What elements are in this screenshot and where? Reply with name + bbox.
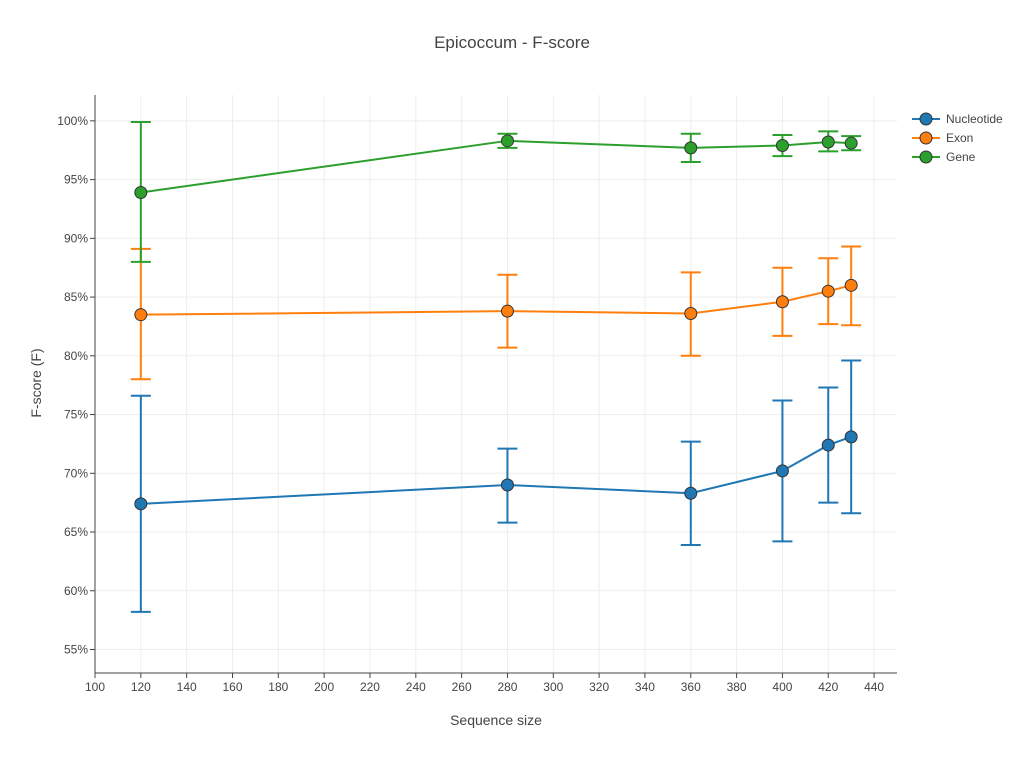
legend-item-nucleotide[interactable]: Nucleotide [912, 112, 1003, 126]
data-point [134, 308, 148, 322]
data-point [500, 134, 514, 148]
x-tick-label: 300 [543, 680, 563, 694]
legend-label: Exon [946, 131, 973, 145]
data-point [775, 139, 789, 153]
x-tick-label: 280 [497, 680, 517, 694]
y-axis-title: F-score (F) [28, 348, 44, 417]
data-point [134, 497, 148, 511]
y-tick-label: 90% [64, 231, 88, 245]
y-tick-label: 80% [64, 349, 88, 363]
x-tick-label: 380 [727, 680, 747, 694]
legend-marker [919, 112, 933, 126]
legend-label: Gene [946, 150, 976, 164]
data-point [775, 295, 789, 309]
x-tick-label: 420 [818, 680, 838, 694]
x-tick-label: 160 [222, 680, 242, 694]
data-point [684, 307, 698, 321]
x-tick-label: 360 [681, 680, 701, 694]
data-point [844, 278, 858, 292]
data-point [844, 430, 858, 444]
legend-item-gene[interactable]: Gene [912, 150, 976, 164]
grid-lines [94, 95, 897, 673]
series-exon [130, 245, 862, 381]
data-point [684, 486, 698, 500]
series-group [130, 121, 862, 613]
data-point [821, 135, 835, 149]
data-point [775, 464, 789, 478]
data-point [684, 141, 698, 155]
chart-title: Epicoccum - F-score [434, 33, 590, 52]
x-tick-label: 340 [635, 680, 655, 694]
legend-label: Nucleotide [946, 112, 1003, 126]
x-tick-label: 320 [589, 680, 609, 694]
data-point [500, 304, 514, 318]
data-point [821, 284, 835, 298]
axes: 100 120 140 160 180 200 220 240 260 280 300 320 340 3… [57, 95, 897, 694]
y-tick-label: 85% [64, 290, 88, 304]
x-axis-title: Sequence size [450, 712, 542, 728]
x-tick-label: 220 [360, 680, 380, 694]
x-tick-label: 140 [177, 680, 197, 694]
x-tick-label: 100 [85, 680, 105, 694]
y-tick-label: 60% [64, 584, 88, 598]
x-tick-label: 240 [406, 680, 426, 694]
series-gene [130, 121, 862, 263]
legend[interactable]: Nucleotide Exon Gene [912, 112, 1003, 164]
x-tick-label: 180 [268, 680, 288, 694]
data-point [500, 478, 514, 492]
y-tick-label: 100% [57, 114, 88, 128]
y-tick-label: 95% [64, 173, 88, 187]
legend-item-exon[interactable]: Exon [912, 131, 973, 145]
x-tick-label: 260 [452, 680, 472, 694]
y-tick-label: 70% [64, 466, 88, 480]
x-tick-label: 400 [772, 680, 792, 694]
legend-marker [919, 131, 933, 145]
y-tick-label: 75% [64, 408, 88, 422]
data-point [821, 438, 835, 452]
series-nucleotide [130, 359, 862, 613]
data-point [844, 136, 858, 150]
x-tick-label: 120 [131, 680, 151, 694]
x-tick-label: 200 [314, 680, 334, 694]
x-tick-label: 440 [864, 680, 884, 694]
legend-marker [919, 150, 933, 164]
y-tick-label: 55% [64, 643, 88, 657]
data-point [134, 186, 148, 200]
y-tick-label: 65% [64, 525, 88, 539]
